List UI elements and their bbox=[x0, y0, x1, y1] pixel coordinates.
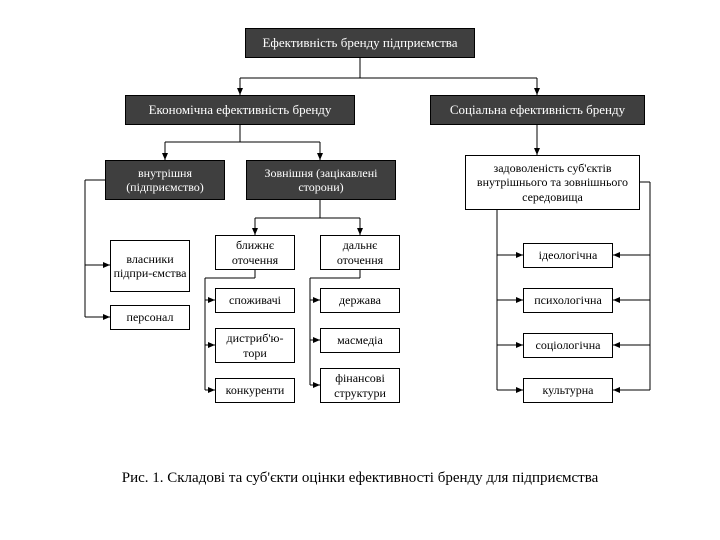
node-satisf: задоволеність суб'єктів внутрішнього та … bbox=[465, 155, 640, 210]
node-econ: Економічна ефективність бренду bbox=[125, 95, 355, 125]
node-ideol: ідеологічна bbox=[523, 243, 613, 268]
diagram: { "type":"flowchart", "background_color"… bbox=[0, 0, 720, 540]
edges bbox=[0, 0, 720, 540]
node-internal: внутрішня (підприємство) bbox=[105, 160, 225, 200]
node-near: ближнє оточення bbox=[215, 235, 295, 270]
node-distr: дистриб'ю-тори bbox=[215, 328, 295, 363]
node-sociol: соціологічна bbox=[523, 333, 613, 358]
node-external: Зовнішня (зацікавлені сторони) bbox=[246, 160, 396, 200]
node-owners: власники підпри-ємства bbox=[110, 240, 190, 292]
node-psych: психологічна bbox=[523, 288, 613, 313]
node-social: Соціальна ефективність бренду bbox=[430, 95, 645, 125]
node-far: дальнє оточення bbox=[320, 235, 400, 270]
node-compet: конкуренти bbox=[215, 378, 295, 403]
figure-caption: Рис. 1. Складові та суб'єкти оцінки ефек… bbox=[0, 470, 720, 487]
node-cult: культурна bbox=[523, 378, 613, 403]
node-root: Ефективність бренду підприємства bbox=[245, 28, 475, 58]
node-staff: персонал bbox=[110, 305, 190, 330]
node-media: масмедіа bbox=[320, 328, 400, 353]
node-fin: фінансові структури bbox=[320, 368, 400, 403]
node-cons: споживачі bbox=[215, 288, 295, 313]
node-state: держава bbox=[320, 288, 400, 313]
